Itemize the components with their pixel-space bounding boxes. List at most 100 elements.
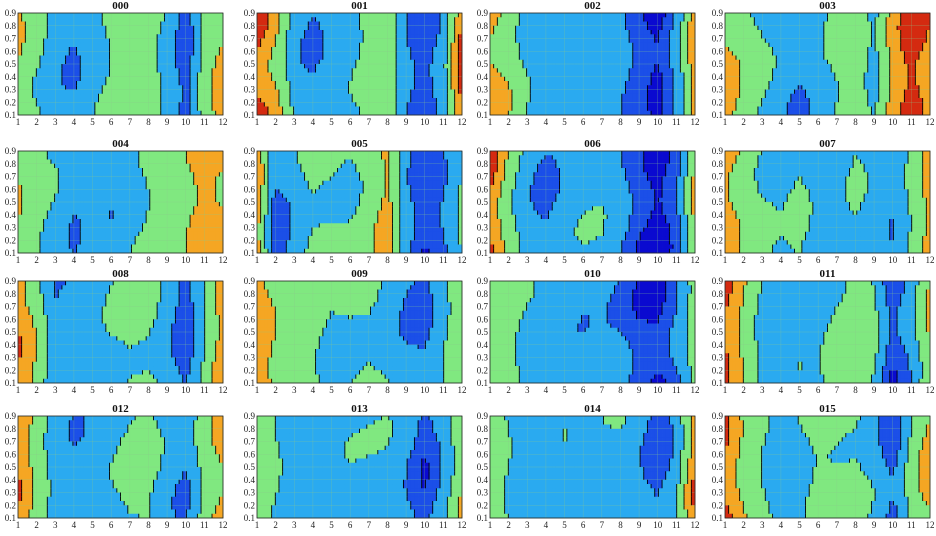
contour-cell	[633, 90, 637, 95]
contour-cell	[418, 90, 422, 95]
contour-cell	[655, 47, 659, 52]
contour-cell	[279, 73, 283, 78]
contour-cell	[205, 60, 209, 65]
contour-cell	[80, 107, 84, 112]
contour-cell	[552, 98, 556, 103]
contour-cell	[603, 94, 607, 99]
contour-cell	[164, 107, 168, 112]
contour-cell	[743, 94, 747, 99]
contour-cell	[603, 30, 607, 35]
contour-cell	[754, 17, 758, 22]
contour-cell	[261, 39, 265, 44]
contour-cell	[607, 68, 611, 73]
contour-cell	[578, 13, 582, 18]
contour-cell	[117, 17, 121, 22]
contour-cell	[279, 77, 283, 82]
contour-cell	[327, 56, 331, 61]
contour-cell	[538, 13, 542, 18]
contour-cell	[153, 81, 157, 86]
contour-cell	[264, 98, 268, 103]
contour-cell	[80, 56, 84, 61]
contour-cell	[455, 102, 459, 107]
contour-cell	[418, 51, 422, 56]
contour-cell	[360, 13, 364, 18]
contour-cell	[640, 102, 644, 107]
contour-cell	[582, 22, 586, 27]
contour-cell	[363, 102, 367, 107]
contour-cell	[422, 22, 426, 27]
contour-cell	[356, 102, 360, 107]
contour-cell	[168, 13, 172, 18]
contour-cell	[414, 68, 418, 73]
contour-cell	[268, 107, 272, 112]
contour-cell	[747, 43, 751, 48]
contour-cell	[345, 51, 349, 56]
contour-cell	[552, 22, 556, 27]
contour-cell	[44, 90, 48, 95]
contour-cell	[356, 68, 360, 73]
contour-cell	[290, 68, 294, 73]
contour-cell	[411, 43, 415, 48]
contour-cell	[113, 22, 117, 27]
contour-cell	[308, 64, 312, 69]
contour-cell	[161, 73, 165, 78]
contour-cell	[275, 107, 279, 112]
contour-cell	[341, 47, 345, 52]
contour-cell	[512, 81, 516, 86]
contour-cell	[264, 102, 268, 107]
contour-cell	[275, 85, 279, 90]
contour-cell	[596, 73, 600, 78]
contour-cell	[751, 13, 755, 18]
contour-cell	[338, 34, 342, 39]
contour-cell	[62, 17, 66, 22]
contour-cell	[611, 51, 615, 56]
contour-cell	[538, 51, 542, 56]
contour-cell	[261, 85, 265, 90]
contour-cell	[732, 60, 736, 65]
contour-cell	[418, 47, 422, 52]
contour-cell	[644, 34, 648, 39]
contour-cell	[545, 39, 549, 44]
contour-cell	[754, 85, 758, 90]
contour-cell	[501, 17, 505, 22]
x-tick-label: 9	[404, 117, 409, 127]
contour-cell	[447, 22, 451, 27]
contour-cell	[95, 56, 99, 61]
contour-cell	[338, 73, 342, 78]
contour-cell	[396, 22, 400, 27]
contour-cell	[312, 34, 316, 39]
contour-cell	[95, 102, 99, 107]
contour-cell	[212, 68, 216, 73]
contour-cell	[286, 56, 290, 61]
contour-cell	[102, 47, 106, 52]
contour-cell	[305, 60, 309, 65]
contour-cell	[370, 64, 374, 69]
contour-cell	[647, 94, 651, 99]
contour-cell	[571, 51, 575, 56]
contour-cell	[505, 107, 509, 112]
contour-cell	[323, 98, 327, 103]
contour-cell	[655, 51, 659, 56]
contour-cell	[501, 60, 505, 65]
contour-cell	[751, 60, 755, 65]
contour-cell	[131, 64, 135, 69]
contour-cell	[139, 73, 143, 78]
contour-cell	[80, 22, 84, 27]
contour-cell	[400, 56, 404, 61]
contour-cell	[451, 85, 455, 90]
contour-cell	[662, 77, 666, 82]
contour-cell	[747, 22, 751, 27]
contour-cell	[146, 30, 150, 35]
contour-cell	[301, 73, 305, 78]
contour-cell	[549, 94, 553, 99]
contour-cell	[131, 94, 135, 99]
contour-cell	[334, 22, 338, 27]
contour-cell	[567, 107, 571, 112]
contour-cell	[611, 22, 615, 27]
contour-cell	[636, 85, 640, 90]
contour-cell	[740, 51, 744, 56]
contour-cell	[47, 30, 51, 35]
contour-cell	[589, 64, 593, 69]
contour-cell	[389, 81, 393, 86]
contour-cell	[36, 22, 40, 27]
